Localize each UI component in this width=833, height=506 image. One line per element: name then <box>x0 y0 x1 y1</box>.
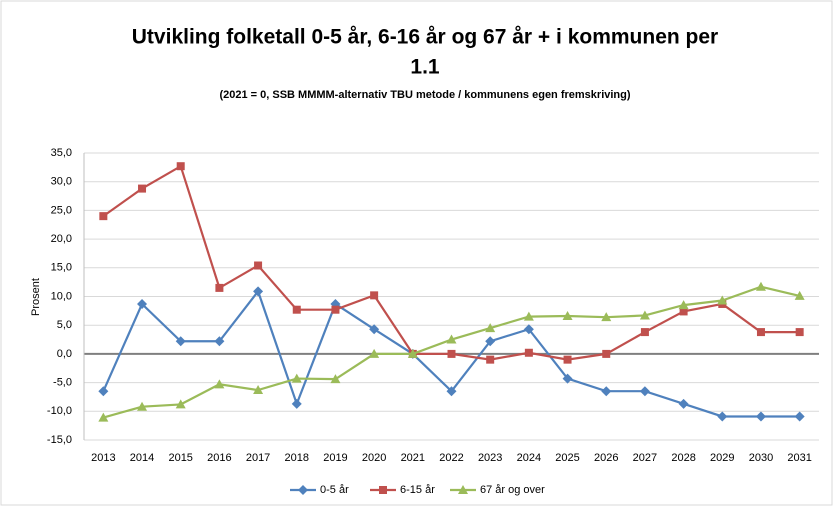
marker <box>756 328 765 337</box>
marker <box>602 349 611 358</box>
marker <box>523 311 534 321</box>
x-tick-label: 2018 <box>285 452 309 464</box>
x-tick-label: 2022 <box>439 452 463 464</box>
marker <box>562 373 573 384</box>
marker <box>98 412 109 422</box>
y-tick-label: 25,0 <box>51 204 72 216</box>
marker <box>292 305 301 314</box>
marker <box>447 349 456 358</box>
legend-label: 6-15 år <box>400 484 435 496</box>
marker <box>639 310 650 320</box>
marker <box>253 385 264 395</box>
x-tick-label: 2019 <box>323 452 347 464</box>
x-tick-label: 2015 <box>168 452 192 464</box>
x-tick-label: 2029 <box>710 452 734 464</box>
marker <box>486 355 495 364</box>
marker <box>331 305 340 314</box>
marker <box>794 411 805 422</box>
marker <box>369 348 380 358</box>
x-tick-label: 2017 <box>246 452 270 464</box>
marker <box>214 379 225 389</box>
marker <box>523 324 534 335</box>
marker <box>640 328 649 337</box>
legend-label: 67 år og over <box>480 484 545 496</box>
x-tick-label: 2020 <box>362 452 386 464</box>
marker <box>379 486 387 494</box>
x-tick-label: 2014 <box>130 452 154 464</box>
marker <box>137 401 148 411</box>
marker <box>99 212 108 221</box>
marker <box>330 374 341 384</box>
marker <box>794 290 805 300</box>
x-tick-label: 2028 <box>671 452 695 464</box>
chart-title: Utvikling folketall 0-5 år, 6-16 år og 6… <box>132 26 718 49</box>
y-tick-label: 30,0 <box>51 176 72 188</box>
marker <box>254 261 263 270</box>
x-tick-label: 2030 <box>749 452 773 464</box>
marker <box>639 386 650 397</box>
legend-label: 0-5 år <box>320 484 349 496</box>
marker <box>678 300 689 310</box>
marker <box>485 323 496 333</box>
marker <box>524 348 533 357</box>
marker <box>562 311 573 321</box>
marker <box>298 485 308 495</box>
y-tick-label: 20,0 <box>51 233 72 245</box>
x-tick-label: 2023 <box>478 452 502 464</box>
marker <box>291 373 302 383</box>
marker <box>678 398 689 409</box>
chart-subtitle: (2021 = 0, SSB MMMM-alternativ TBU metod… <box>219 89 630 101</box>
marker <box>717 295 728 305</box>
marker <box>407 348 418 358</box>
marker <box>98 386 109 397</box>
y-tick-label: 5,0 <box>57 319 72 331</box>
marker <box>485 336 496 347</box>
y-tick-label: 35,0 <box>51 147 72 159</box>
marker <box>291 398 302 409</box>
marker <box>717 411 728 422</box>
x-tick-label: 2027 <box>633 452 657 464</box>
y-tick-label: 15,0 <box>51 262 72 274</box>
marker <box>446 386 457 397</box>
y-tick-label: 10,0 <box>51 290 72 302</box>
x-tick-label: 2031 <box>787 452 811 464</box>
chart-title: 1.1 <box>410 56 440 79</box>
marker <box>795 328 804 337</box>
marker <box>175 336 186 347</box>
y-axis-label: Prosent <box>30 278 42 316</box>
x-tick-label: 2024 <box>517 452 541 464</box>
x-tick-label: 2013 <box>91 452 115 464</box>
marker <box>601 386 612 397</box>
y-tick-label: -15,0 <box>47 434 72 446</box>
marker <box>601 312 612 322</box>
marker <box>458 485 468 494</box>
y-tick-label: -5,0 <box>53 377 72 389</box>
marker <box>215 283 224 292</box>
marker <box>370 291 379 300</box>
marker <box>755 411 766 422</box>
x-tick-label: 2026 <box>594 452 618 464</box>
x-tick-label: 2021 <box>401 452 425 464</box>
marker <box>369 324 380 335</box>
x-tick-label: 2016 <box>207 452 231 464</box>
y-tick-label: 0,0 <box>57 348 72 360</box>
marker <box>679 307 688 316</box>
marker <box>563 355 572 364</box>
marker <box>253 286 264 297</box>
marker <box>138 184 147 193</box>
marker <box>214 336 225 347</box>
marker <box>176 162 185 171</box>
marker <box>137 298 148 309</box>
marker <box>755 281 766 291</box>
marker <box>175 399 186 409</box>
marker <box>446 334 457 344</box>
x-tick-label: 2025 <box>555 452 579 464</box>
y-tick-label: -10,0 <box>47 405 72 417</box>
